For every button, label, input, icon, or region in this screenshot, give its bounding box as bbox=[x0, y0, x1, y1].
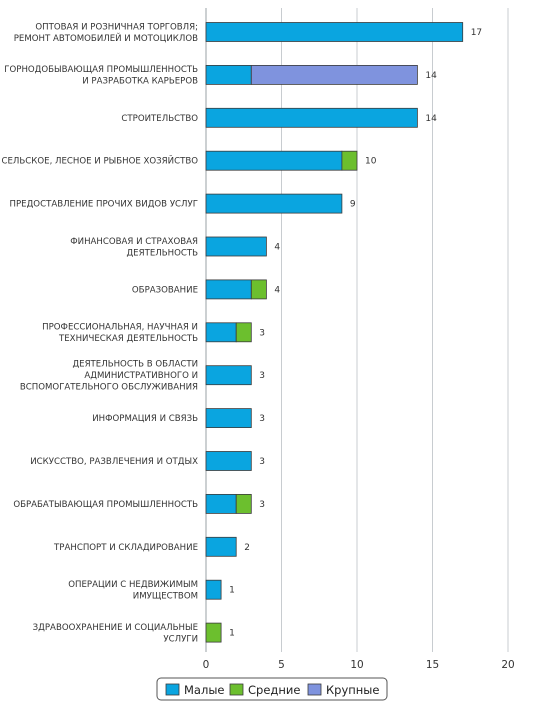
bar-segment bbox=[250, 65, 418, 85]
total-label: 3 bbox=[259, 500, 265, 510]
bar-segment bbox=[205, 536, 237, 557]
category-label: ИСКУССТВО, РАЗВЛЕЧЕНИЯ И ОТДЫХ bbox=[30, 457, 198, 467]
category-label: ОПЕРАЦИИ С НЕДВИЖИМЫМ ИМУЩЕСТВОМ bbox=[68, 580, 198, 602]
legend-swatch bbox=[165, 683, 180, 696]
total-label: 3 bbox=[259, 371, 265, 381]
bar-segment bbox=[341, 150, 358, 171]
total-label: 14 bbox=[425, 114, 437, 124]
category-label: ФИНАНСОВАЯ И СТРАХОВАЯ ДЕЯТЕЛЬНОСТЬ bbox=[70, 237, 198, 259]
bar-segment bbox=[205, 622, 222, 643]
bar-segment bbox=[205, 107, 418, 128]
x-tick-label: 5 bbox=[278, 659, 285, 671]
total-label: 3 bbox=[259, 328, 265, 338]
total-labels: 17 14 14 10 9 4 4 3 3 3 3 3 2 1 1 bbox=[229, 28, 482, 639]
total-label: 2 bbox=[244, 543, 250, 553]
bar-segment bbox=[235, 322, 252, 343]
legend-item[interactable]: Крупные bbox=[307, 683, 379, 697]
bar-segment bbox=[250, 279, 267, 300]
total-label: 4 bbox=[274, 285, 280, 295]
total-label: 17 bbox=[471, 28, 482, 38]
bar-segment bbox=[205, 22, 464, 42]
bar-segment bbox=[205, 579, 222, 600]
category-label: ОБРАЗОВАНИЕ bbox=[132, 285, 198, 295]
bar-segment bbox=[205, 493, 237, 514]
total-label: 4 bbox=[274, 243, 280, 253]
x-axis-ticks: 0 5 10 15 20 bbox=[203, 659, 515, 671]
legend-box bbox=[156, 677, 388, 701]
category-label: ПРОФЕССИОНАЛЬНАЯ, НАУЧНАЯ И ТЕХНИЧЕСКАЯ Д… bbox=[42, 323, 198, 345]
category-label: ЗДРАВООХРАНЕНИЕ И СОЦИАЛЬНЫЕ УСЛУГИ bbox=[33, 623, 198, 645]
legend-label: Средние bbox=[248, 683, 300, 697]
category-label: ГОРНОДОБЫВАЮЩАЯ ПРОМЫШЛЕННОСТЬ И РАЗРАБОТ… bbox=[4, 65, 198, 87]
bar-segment bbox=[205, 279, 252, 300]
total-label: 10 bbox=[365, 157, 377, 167]
x-tick-label: 20 bbox=[501, 659, 514, 671]
legend-label: Малые bbox=[184, 683, 224, 697]
legend-swatch bbox=[307, 683, 322, 696]
bar-segment bbox=[205, 322, 237, 343]
total-label: 9 bbox=[350, 200, 356, 210]
category-label: ИНФОРМАЦИЯ И СВЯЗЬ bbox=[92, 414, 198, 424]
total-label: 1 bbox=[229, 586, 235, 596]
bar-segment bbox=[205, 451, 252, 471]
bar-segment bbox=[235, 493, 252, 514]
total-label: 14 bbox=[425, 71, 437, 81]
category-label: ПРЕДОСТАВЛЕНИЕ ПРОЧИХ ВИДОВ УСЛУГ bbox=[10, 200, 198, 210]
category-label: СТРОИТЕЛЬСТВО bbox=[121, 114, 198, 124]
legend[interactable]: Малые Средние Крупные bbox=[156, 677, 388, 701]
category-labels: ОПТОВАЯ И РОЗНИЧНАЯ ТОРГОВЛЯ; РЕМОНТ АВТО… bbox=[1, 22, 198, 644]
legend-item[interactable]: Средние bbox=[229, 683, 300, 697]
x-tick-label: 15 bbox=[426, 659, 439, 671]
total-label: 3 bbox=[259, 457, 265, 467]
bars bbox=[205, 22, 464, 643]
bar-segment bbox=[205, 408, 252, 429]
total-label: 1 bbox=[229, 629, 235, 639]
bar-segment bbox=[205, 193, 343, 214]
bar-segment bbox=[205, 236, 267, 257]
category-label: ДЕЯТЕЛЬНОСТЬ В ОБЛАСТИ АДМИНИСТРАТИВНОГО … bbox=[20, 360, 198, 393]
legend-label: Крупные bbox=[326, 683, 379, 697]
legend-swatch bbox=[229, 683, 244, 696]
legend-item[interactable]: Малые bbox=[165, 683, 224, 697]
category-label: ОПТОВАЯ И РОЗНИЧНАЯ ТОРГОВЛЯ; РЕМОНТ АВТО… bbox=[14, 22, 198, 44]
category-label: СЕЛЬСКОЕ, ЛЕСНОЕ И РЫБНОЕ ХОЗЯЙСТВО bbox=[1, 155, 198, 167]
category-label: ОБРАБАТЫВАЮЩАЯ ПРОМЫШЛЕННОСТЬ bbox=[13, 500, 198, 510]
x-tick-label: 10 bbox=[350, 659, 363, 671]
category-label: ТРАНСПОРТ И СКЛАДИРОВАНИЕ bbox=[53, 543, 198, 553]
bar-segment bbox=[205, 365, 252, 386]
x-tick-label: 0 bbox=[203, 659, 210, 671]
bar-segment bbox=[205, 65, 252, 85]
bar-segment bbox=[205, 150, 343, 171]
total-label: 3 bbox=[259, 414, 265, 424]
